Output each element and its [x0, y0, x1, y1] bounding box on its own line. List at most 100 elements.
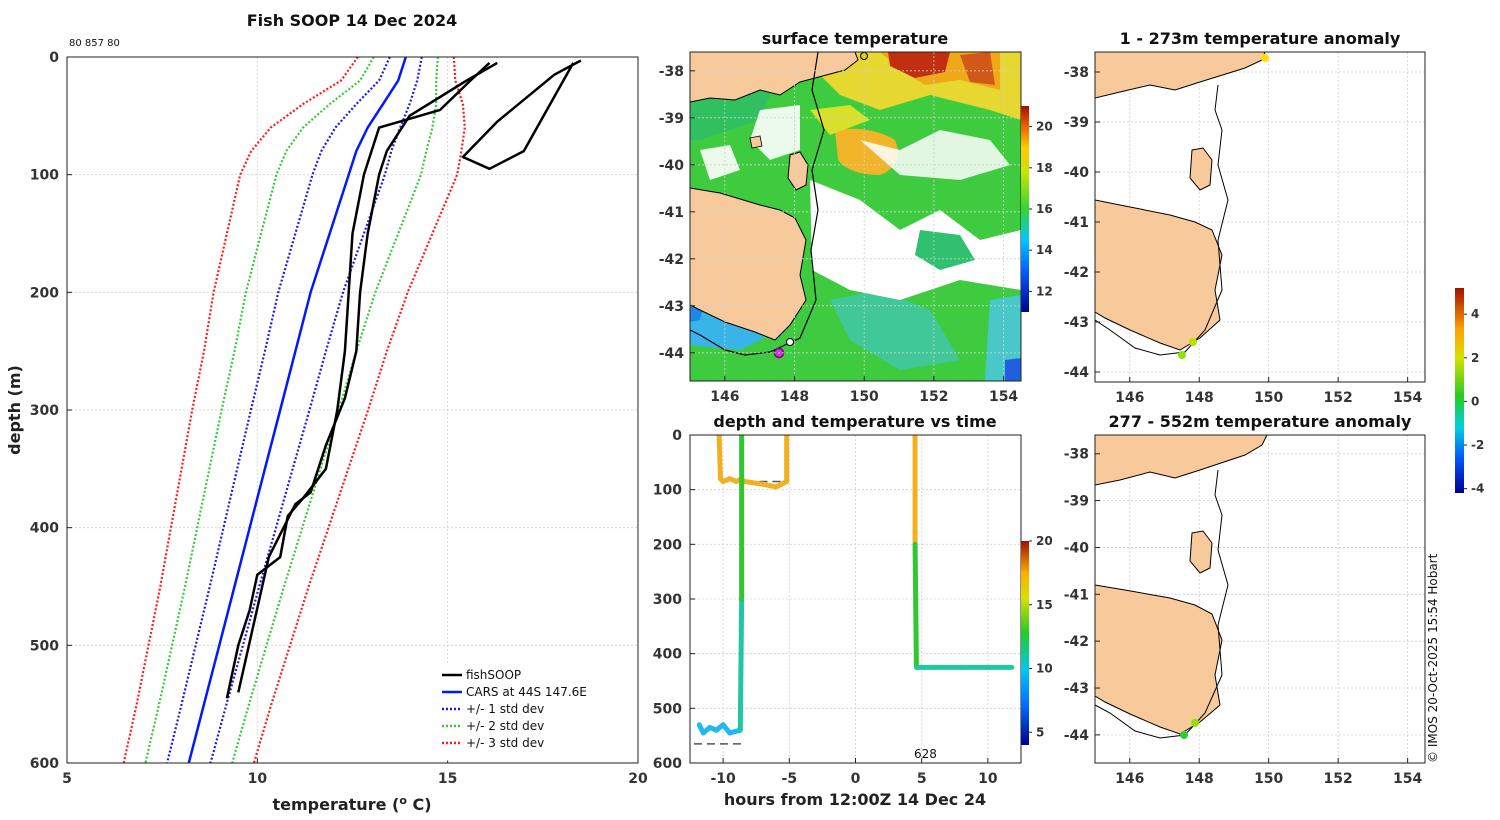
anomaly2-lon-tick-label: 146 [1115, 771, 1144, 787]
anomaly-map-shallow: 1 - 273m temperature anomaly 146 148 150 15… [1064, 29, 1426, 406]
profile-legend: fishSOOP CARS at 44S 147.6E +/- 1 std de… [435, 663, 635, 761]
anomaly1-lon-tick-label: 150 [1254, 390, 1283, 406]
sst-lat-tick-label: -40 [659, 158, 685, 174]
sst-lat-tick-label: -43 [659, 299, 684, 315]
sst-colorbar-tick-label: 14 [1036, 243, 1053, 257]
anomaly2-title: 277 - 552m temperature anomaly [1109, 412, 1412, 431]
anomaly2-lat-tick-label: -39 [1064, 494, 1089, 510]
time-colorbar-tick-label: 20 [1036, 534, 1053, 548]
profile-ytick-label: 500 [30, 638, 59, 654]
anomaly-colorbar-tick-label: 0 [1471, 394, 1479, 408]
profile-chart: Fish SOOP 14 Dec 2024 80 857 80 5 10 15 200… [5, 11, 648, 814]
legend-item-fishsoop: fishSOOP [466, 668, 521, 682]
anomaly2-land-island [1189, 530, 1213, 574]
sst-title: surface temperature [762, 29, 949, 48]
profile-sd1-low-line [166, 57, 391, 763]
profile-fishsoop-line-0 [225, 61, 491, 699]
profile-id: 80 857 80 [69, 38, 120, 49]
anomaly-colorbar-tick-label: -2 [1471, 438, 1484, 452]
anomaly1-lon-tick-label: 148 [1185, 390, 1214, 406]
time-xlabel: hours from 12:00Z 14 Dec 24 [724, 790, 986, 809]
time-xtick-label: -5 [782, 771, 798, 787]
profile-xtick-label: 20 [628, 771, 648, 787]
anomaly-colorbar [1455, 288, 1464, 493]
anomaly2-lat-tick-label: -40 [1064, 540, 1090, 556]
time-xtick-label: -10 [710, 771, 736, 787]
profile-ylabel: depth (m) [5, 365, 24, 455]
anomaly2-lat-tick-label: -41 [1064, 587, 1089, 603]
anomaly-colorbar-tick-label: 2 [1471, 351, 1479, 365]
anomaly2-point-shelf [1191, 719, 1199, 727]
anomaly2-axes-frame [1094, 434, 1426, 764]
profile-fishsoop-line-1 [237, 61, 498, 693]
anomaly1-lon-tick-label: 152 [1324, 390, 1353, 406]
profile-xlabel: temperature (o C) [272, 794, 431, 814]
sst-ticks: 146 148 150 152 154 -38 -39 -40 -41 -42 -43 -44 [659, 64, 1019, 405]
profile-lines [122, 57, 582, 763]
anomaly1-ticks: 146 148 150 152 154 -38 -39 -40 -41 -42 -43 -44 [1064, 65, 1423, 406]
time-colorbar-tick-label: 15 [1036, 598, 1053, 612]
anomaly-colorbar-tick-label: -4 [1471, 482, 1484, 496]
profile-sd1-high-line [209, 57, 423, 763]
depth-time-chart: depth and temperature vs time -10 -5 0 5 100… [653, 412, 1053, 809]
sst-map: surface temperature [659, 29, 1053, 405]
profile-ytick-label: 100 [30, 168, 59, 184]
time-xtick-label: 0 [851, 771, 861, 787]
time-colorbar-tick-label: 10 [1036, 662, 1053, 676]
profile-xtick-label: 5 [62, 771, 72, 787]
profile-sd3-high-line [252, 57, 466, 763]
sst-lat-tick-label: -41 [659, 205, 684, 221]
time-colorbar-ticks: 5 10 15 20 [1029, 534, 1053, 739]
time-annotation: 628 [914, 747, 937, 761]
time-grid [690, 434, 1021, 764]
sst-colorbar-tick-label: 16 [1036, 202, 1053, 216]
profile-ytick-label: 200 [30, 285, 59, 301]
time-xtick-label: 10 [978, 771, 998, 787]
sst-lon-tick-label: 146 [710, 389, 739, 405]
anomaly2-lon-tick-label: 148 [1185, 771, 1214, 787]
sst-lon-tick-label: 154 [989, 389, 1018, 405]
sst-lon-tick-label: 148 [780, 389, 809, 405]
profile-xtick-label: 15 [438, 771, 457, 787]
profile-ytick-label: 0 [49, 50, 59, 66]
anomaly1-point-north [1261, 54, 1269, 62]
anomaly1-lat-tick-label: -41 [1064, 215, 1089, 231]
anomaly1-lat-tick-label: -44 [1064, 365, 1090, 381]
sst-lat-tick-label: -38 [659, 64, 684, 80]
anomaly1-point-shelf [1189, 338, 1197, 346]
time-ytick-label: 400 [653, 647, 682, 663]
profile-ytick-label: 600 [30, 756, 59, 772]
anomaly2-land-tasmania [1095, 584, 1223, 735]
legend-item-sd1: +/- 1 std dev [466, 702, 544, 716]
sst-colorbar-tick-label: 12 [1036, 284, 1053, 298]
time-track-1-segment [737, 596, 745, 733]
time-ytick-label: 100 [653, 483, 682, 499]
anomaly-colorbar-tick-label: 4 [1471, 307, 1479, 321]
anomaly1-lon-tick-label: 146 [1115, 390, 1144, 406]
time-colorbar [1021, 541, 1029, 745]
anomaly1-lat-tick-label: -43 [1064, 315, 1089, 331]
sst-grid [690, 52, 1021, 381]
sst-lat-tick-label: -44 [659, 346, 685, 362]
anomaly2-lat-tick-label: -38 [1064, 447, 1089, 463]
sst-colorbar-tick-label: 18 [1036, 161, 1053, 175]
sst-colorbar [1021, 106, 1029, 312]
profile-title: Fish SOOP 14 Dec 2024 [247, 11, 457, 30]
anomaly1-axes-frame [1094, 51, 1426, 383]
anomaly2-lon-tick-label: 152 [1324, 771, 1353, 787]
sst-colorbar-ticks: 12 14 16 18 20 [1029, 120, 1053, 298]
time-track-0-segment [741, 478, 766, 487]
time-title: depth and temperature vs time [713, 412, 996, 431]
anomaly1-lat-tick-label: -39 [1064, 115, 1089, 131]
profile-fishsoop-line-2 [461, 59, 582, 171]
sst-colorbar-tick-label: 20 [1036, 120, 1053, 134]
anomaly1-land-tasmania [1095, 199, 1223, 351]
anomaly1-lat-tick-label: -40 [1064, 165, 1090, 181]
legend-item-sd3: +/- 3 std dev [466, 736, 544, 750]
profile-ytick-label: 300 [30, 403, 59, 419]
anomaly2-lat-tick-label: -43 [1064, 681, 1089, 697]
time-ytick-label: 0 [672, 428, 682, 444]
sst-lat-tick-label: -42 [659, 252, 684, 268]
anomaly1-land-mainland [1095, 52, 1266, 99]
